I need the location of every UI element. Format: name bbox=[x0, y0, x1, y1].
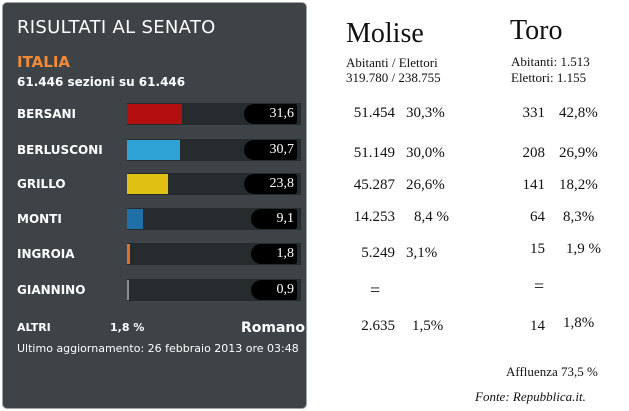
candidate-row: INGROIA 1,8 bbox=[3, 243, 308, 265]
toro-percentage: 26,9% bbox=[559, 145, 598, 161]
molise-votes: 5.249 bbox=[361, 245, 395, 261]
toro-turnout: Affluenza 73,5 % bbox=[506, 364, 598, 379]
candidate-name: MONTI bbox=[17, 212, 62, 226]
molise-title: Molise bbox=[346, 18, 424, 49]
molise-votes: 45.287 bbox=[353, 177, 395, 193]
molise-votes: 51.149 bbox=[353, 145, 395, 161]
candidate-row: MONTI 9,1 bbox=[3, 208, 308, 230]
result-bar-fill bbox=[127, 174, 168, 194]
last-update-text: Ultimo aggiornamento: 26 febbraio 2013 o… bbox=[17, 342, 299, 355]
result-percentage: 0,9 bbox=[250, 280, 297, 300]
toro-percentage: 1,8% bbox=[563, 315, 595, 331]
result-bar-fill bbox=[127, 280, 129, 300]
toro-votes: 141 bbox=[522, 177, 546, 193]
candidate-name: INGROIA bbox=[17, 247, 75, 261]
toro-votes: 208 bbox=[522, 145, 546, 161]
toro-inhabitants: Abitanti: 1.513 bbox=[511, 54, 590, 69]
country-label: ITALIA bbox=[17, 53, 71, 71]
candidate-name: GRILLO bbox=[17, 177, 66, 191]
result-bar-track: 31,6 bbox=[127, 103, 301, 125]
molise-subtitle: Abitanti / Elettori bbox=[346, 55, 438, 70]
toro-equal-sign: = bbox=[534, 276, 545, 296]
molise-percentage: 26,6% bbox=[406, 177, 445, 193]
candidate-row: BERLUSCONI 30,7 bbox=[3, 139, 308, 161]
toro-percentage: 1,9 % bbox=[566, 241, 601, 257]
result-bar-fill bbox=[127, 244, 130, 264]
result-bar-fill bbox=[127, 140, 180, 160]
molise-percentage: 1,5% bbox=[412, 318, 444, 334]
molise-percentage: 30,0% bbox=[406, 145, 445, 161]
result-percentage: 9,1 bbox=[250, 209, 297, 229]
panel-title: RISULTATI AL SENATO bbox=[17, 17, 216, 38]
molise-votes: 51.454 bbox=[353, 105, 395, 121]
result-percentage: 31,6 bbox=[243, 104, 297, 124]
result-bar-fill bbox=[127, 104, 182, 124]
molise-percentage: 8,4 % bbox=[414, 209, 449, 225]
toro-percentage: 8,3% bbox=[563, 209, 595, 225]
molise-equal-sign: = bbox=[370, 280, 381, 300]
candidate-row: GIANNINO 0,9 bbox=[3, 279, 308, 301]
result-bar-fill bbox=[127, 209, 143, 229]
molise-votes: 14.253 bbox=[353, 209, 395, 225]
altri-percentage: 1,8 % bbox=[110, 321, 145, 334]
result-bar-track: 23,8 bbox=[127, 173, 301, 195]
toro-votes: 331 bbox=[522, 105, 546, 121]
senate-results-panel: RISULTATI AL SENATO ITALIA 61.446 sezion… bbox=[2, 2, 307, 409]
candidate-name: GIANNINO bbox=[17, 283, 86, 297]
result-bar-track: 30,7 bbox=[127, 139, 301, 161]
toro-percentage: 18,2% bbox=[559, 177, 598, 193]
molise-percentage: 3,1% bbox=[406, 245, 438, 261]
result-percentage: 23,8 bbox=[243, 174, 297, 194]
candidate-row: BERSANI 31,6 bbox=[3, 103, 308, 125]
candidate-name: BERLUSCONI bbox=[17, 143, 103, 157]
molise-percentage: 30,3% bbox=[406, 105, 445, 121]
toro-percentage: 42,8% bbox=[559, 105, 598, 121]
result-bar-track: 0,9 bbox=[127, 279, 301, 301]
candidate-row: GRILLO 23,8 bbox=[3, 173, 308, 195]
candidate-name: BERSANI bbox=[17, 107, 77, 121]
toro-votes: 15 bbox=[530, 241, 545, 257]
result-bar-track: 1,8 bbox=[127, 243, 301, 265]
molise-votes: 2.635 bbox=[361, 318, 395, 334]
toro-title: Toro bbox=[510, 15, 563, 46]
sections-count: 61.446 sezioni su 61.446 bbox=[17, 75, 186, 89]
toro-votes: 14 bbox=[530, 318, 545, 334]
toro-votes: 64 bbox=[530, 209, 545, 225]
altri-extra-label: Romano bbox=[241, 320, 306, 336]
result-percentage: 1,8 bbox=[250, 244, 297, 264]
result-bar-track: 9,1 bbox=[127, 208, 301, 230]
altri-label: ALTRI bbox=[17, 321, 51, 334]
toro-voters: Elettori: 1.155 bbox=[511, 70, 587, 85]
molise-population: 319.780 / 238.755 bbox=[346, 70, 441, 85]
source-credit: Fonte: Repubblica.it. bbox=[475, 389, 586, 404]
result-percentage: 30,7 bbox=[243, 140, 297, 160]
